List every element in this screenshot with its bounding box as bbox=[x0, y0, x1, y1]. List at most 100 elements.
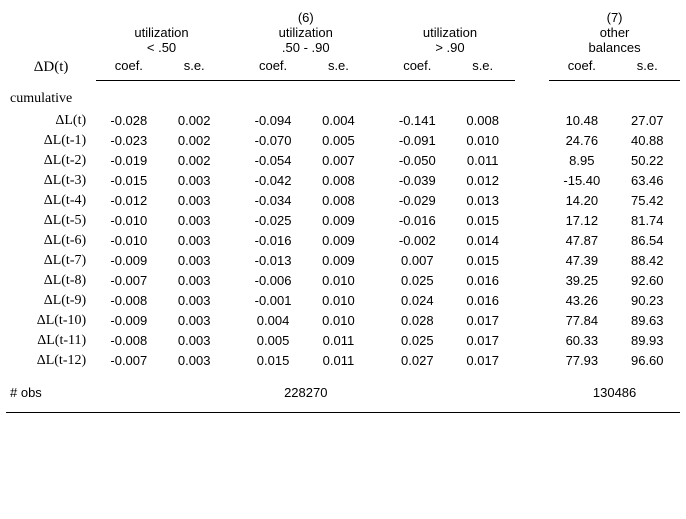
u1-se: 0.002 bbox=[162, 131, 227, 151]
u3-coef: 0.027 bbox=[385, 351, 450, 371]
u1-coef: -0.009 bbox=[96, 251, 161, 271]
table-row: ΔL(t-11)-0.0080.0030.0050.0110.0250.0176… bbox=[6, 331, 680, 351]
other-se: 96.60 bbox=[615, 351, 680, 371]
other-coef: 47.39 bbox=[549, 251, 614, 271]
u1-se: 0.002 bbox=[162, 111, 227, 131]
u3-coef: 0.025 bbox=[385, 271, 450, 291]
coef-header: coef. bbox=[549, 58, 614, 76]
other-coef: 39.25 bbox=[549, 271, 614, 291]
u2-se: 0.009 bbox=[306, 211, 371, 231]
other-se: 92.60 bbox=[615, 271, 680, 291]
u2-coef: -0.094 bbox=[240, 111, 305, 131]
coef-header: coef. bbox=[96, 58, 161, 76]
group-u2: utilization.50 - .90 bbox=[240, 25, 371, 58]
se-header: s.e. bbox=[162, 58, 227, 76]
u2-coef: -0.054 bbox=[240, 151, 305, 171]
u2-se: 0.008 bbox=[306, 171, 371, 191]
u1-se: 0.003 bbox=[162, 271, 227, 291]
other-coef: 60.33 bbox=[549, 331, 614, 351]
u1-se: 0.003 bbox=[162, 351, 227, 371]
table-row: ΔL(t-10)-0.0090.0030.0040.0100.0280.0177… bbox=[6, 311, 680, 331]
table-row: ΔL(t-2)-0.0190.002-0.0540.007-0.0500.011… bbox=[6, 151, 680, 171]
section-7-header: (7) bbox=[549, 10, 680, 25]
u3-se: 0.008 bbox=[450, 111, 515, 131]
u3-coef: -0.039 bbox=[385, 171, 450, 191]
group-other: otherbalances bbox=[549, 25, 680, 58]
u3-se: 0.012 bbox=[450, 171, 515, 191]
other-se: 88.42 bbox=[615, 251, 680, 271]
table-row: ΔL(t-1)-0.0230.002-0.0700.005-0.0910.010… bbox=[6, 131, 680, 151]
u3-coef: -0.050 bbox=[385, 151, 450, 171]
row-label: ΔL(t-9) bbox=[6, 291, 96, 311]
other-coef: 77.93 bbox=[549, 351, 614, 371]
u2-se: 0.011 bbox=[306, 331, 371, 351]
u1-coef: -0.008 bbox=[96, 291, 161, 311]
table-row: ΔL(t-4)-0.0120.003-0.0340.008-0.0290.013… bbox=[6, 191, 680, 211]
u1-coef: -0.015 bbox=[96, 171, 161, 191]
u1-coef: -0.007 bbox=[96, 351, 161, 371]
cumulative-label: cumulative bbox=[6, 81, 96, 111]
u3-se: 0.013 bbox=[450, 191, 515, 211]
u1-se: 0.003 bbox=[162, 291, 227, 311]
u1-coef: -0.010 bbox=[96, 231, 161, 251]
row-label: ΔL(t-7) bbox=[6, 251, 96, 271]
dd-label: ΔD(t) bbox=[6, 58, 96, 81]
u3-se: 0.010 bbox=[450, 131, 515, 151]
coef-header: coef. bbox=[240, 58, 305, 76]
u3-se: 0.014 bbox=[450, 231, 515, 251]
obs-right: 130486 bbox=[549, 371, 680, 412]
table-row: ΔL(t-5)-0.0100.003 -0.0250.009 -0.0160.015… bbox=[6, 211, 680, 231]
se-header: s.e. bbox=[306, 58, 371, 76]
other-se: 81.74 bbox=[615, 211, 680, 231]
u3-se: 0.011 bbox=[450, 151, 515, 171]
u2-coef: -0.006 bbox=[240, 271, 305, 291]
other-coef: 8.95 bbox=[549, 151, 614, 171]
u2-coef: -0.025 bbox=[240, 211, 305, 231]
u1-coef: -0.010 bbox=[96, 211, 161, 231]
u1-se: 0.003 bbox=[162, 311, 227, 331]
other-coef: 24.76 bbox=[549, 131, 614, 151]
u3-se: 0.017 bbox=[450, 351, 515, 371]
other-coef: 43.26 bbox=[549, 291, 614, 311]
obs-label: # obs bbox=[6, 371, 96, 412]
other-se: 27.07 bbox=[615, 111, 680, 131]
u2-se: 0.009 bbox=[306, 231, 371, 251]
table-row: ΔL(t-6)-0.0100.003-0.0160.009-0.0020.014… bbox=[6, 231, 680, 251]
u2-coef: -0.042 bbox=[240, 171, 305, 191]
u2-coef: -0.034 bbox=[240, 191, 305, 211]
u3-se: 0.017 bbox=[450, 331, 515, 351]
se-header: s.e. bbox=[615, 58, 680, 76]
row-label: ΔL(t-10) bbox=[6, 311, 96, 331]
u3-se: 0.015 bbox=[450, 211, 515, 231]
u2-se: 0.010 bbox=[306, 271, 371, 291]
u1-se: 0.003 bbox=[162, 211, 227, 231]
other-se: 75.42 bbox=[615, 191, 680, 211]
results-table: (6) (7) utilization< .50 utilization.50 … bbox=[6, 10, 680, 412]
other-coef: -15.40 bbox=[549, 171, 614, 191]
other-se: 86.54 bbox=[615, 231, 680, 251]
group-u3: utilization> .90 bbox=[385, 25, 516, 58]
other-coef: 10.48 bbox=[549, 111, 614, 131]
u1-coef: -0.028 bbox=[96, 111, 161, 131]
u3-coef: -0.016 bbox=[385, 211, 450, 231]
u2-coef: -0.016 bbox=[240, 231, 305, 251]
u3-coef: 0.025 bbox=[385, 331, 450, 351]
u1-se: 0.003 bbox=[162, 231, 227, 251]
u2-se: 0.004 bbox=[306, 111, 371, 131]
row-label: ΔL(t-5) bbox=[6, 211, 96, 231]
obs-left: 228270 bbox=[96, 371, 515, 412]
u1-coef: -0.007 bbox=[96, 271, 161, 291]
other-coef: 14.20 bbox=[549, 191, 614, 211]
row-label: ΔL(t-2) bbox=[6, 151, 96, 171]
row-label: ΔL(t-1) bbox=[6, 131, 96, 151]
u1-coef: -0.012 bbox=[96, 191, 161, 211]
se-header: s.e. bbox=[450, 58, 515, 76]
table-row: ΔL(t-9)-0.0080.003-0.0010.0100.0240.0164… bbox=[6, 291, 680, 311]
other-coef: 77.84 bbox=[549, 311, 614, 331]
other-se: 90.23 bbox=[615, 291, 680, 311]
u3-coef: -0.091 bbox=[385, 131, 450, 151]
u3-se: 0.017 bbox=[450, 311, 515, 331]
u2-coef: 0.005 bbox=[240, 331, 305, 351]
u3-se: 0.016 bbox=[450, 291, 515, 311]
u3-coef: -0.029 bbox=[385, 191, 450, 211]
